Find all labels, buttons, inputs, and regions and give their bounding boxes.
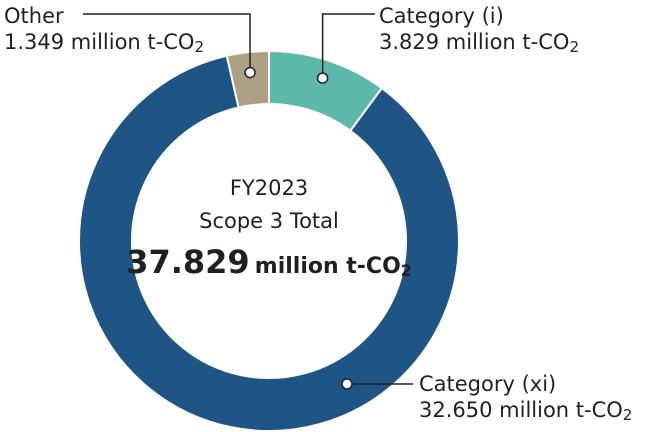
label-other-name: Other [4, 4, 64, 28]
label-category-xi-name: Category (xi) [419, 372, 557, 396]
marker-other [244, 66, 256, 79]
leader-category-i [321, 13, 375, 79]
label-category-i-name: Category (i) [379, 4, 504, 28]
label-category-i: Category (i) 3.829 million t-CO2 [379, 3, 579, 57]
slice-category-xi [78, 54, 460, 432]
center-title: Scope 3 Total [199, 209, 339, 233]
label-category-i-value: 3.829 million t-CO2 [379, 30, 580, 57]
label-category-xi-value: 32.650 million t-CO2 [419, 398, 633, 425]
marker-category-i [316, 72, 329, 84]
center-total-value: 37.829 [126, 243, 250, 281]
center-total: 37.829 million t-CO2 [104, 243, 434, 287]
leader-other [83, 13, 251, 73]
label-other: Other 1.349 million t-CO2 [4, 3, 204, 57]
slice-other [225, 49, 270, 109]
label-category-xi: Category (xi) 32.650 million t-CO2 [419, 371, 632, 425]
center-total-unit: million t-CO2 [254, 254, 412, 281]
center-year: FY2023 [229, 176, 309, 200]
label-other-value: 1.349 million t-CO2 [4, 30, 205, 57]
marker-category-xi [341, 378, 353, 390]
